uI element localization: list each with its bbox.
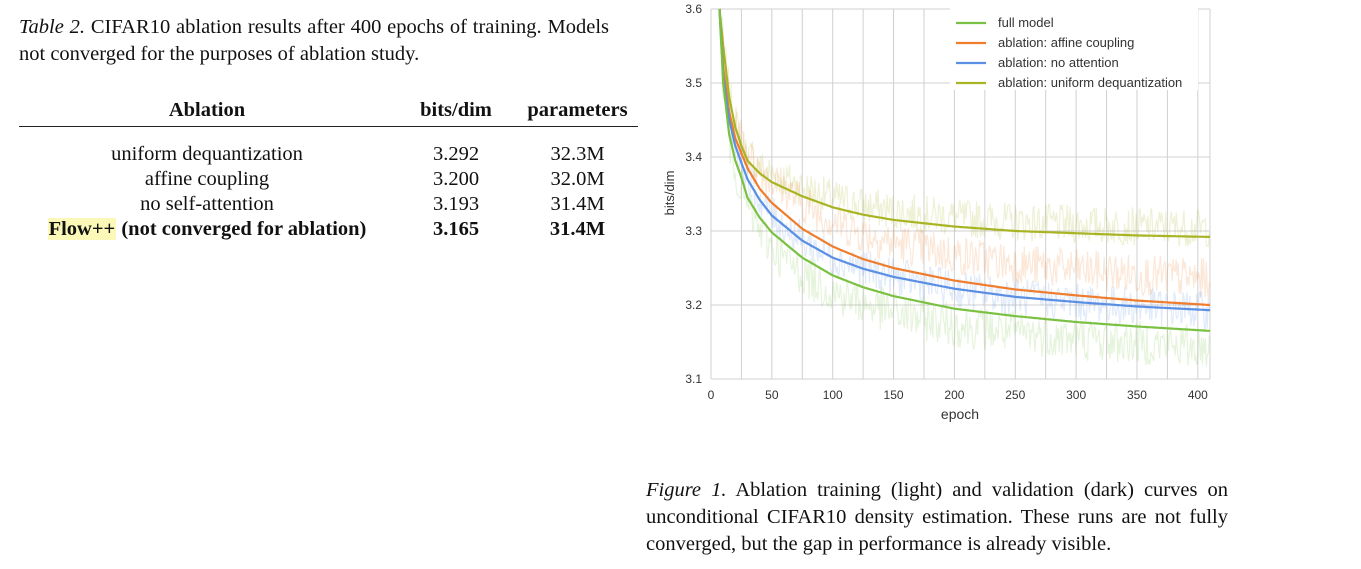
row-bits: 3.165 <box>432 218 480 240</box>
row-params: 32.0M <box>550 168 605 190</box>
row-bits: 3.200 <box>432 168 480 190</box>
x-tick-label: 300 <box>1066 388 1086 402</box>
legend-label: ablation: no attention <box>998 55 1119 70</box>
table-row: no self-attention 3.193 31.4M <box>19 192 638 217</box>
y-tick-label: 3.1 <box>685 372 702 386</box>
tick-labels: 3.1 3.2 3.3 3.4 3.5 3.6 0 50 100 150 200 250 300 350 4… <box>685 2 1208 402</box>
table-row: uniform dequantization 3.292 32.3M <box>19 142 638 167</box>
row-params: 32.3M <box>550 143 605 165</box>
x-tick-label: 50 <box>765 388 779 402</box>
row-name: affine coupling <box>144 168 270 190</box>
flowpp-highlight: Flow++ <box>47 218 117 240</box>
row-params: 31.4M <box>550 193 605 215</box>
ablation-table: Ablation bits/dim parameters uniform deq… <box>19 95 638 242</box>
row-bits: 3.292 <box>432 143 480 165</box>
x-tick-label: 350 <box>1127 388 1147 402</box>
training-curve <box>718 8 1210 248</box>
table-header-row: Ablation bits/dim parameters <box>19 95 638 127</box>
table-caption-label: Table 2. <box>19 16 86 38</box>
y-tick-label: 3.2 <box>685 298 702 312</box>
row-bits: 3.193 <box>432 193 480 215</box>
training-curve <box>719 7 1210 299</box>
x-tick-label: 200 <box>944 388 964 402</box>
y-axis-label: bits/dim <box>662 171 677 216</box>
table-caption-text: CIFAR10 ablation results after 400 epoch… <box>19 16 609 65</box>
legend-label: full model <box>998 15 1054 30</box>
training-curve <box>718 8 1210 368</box>
x-tick-label: 400 <box>1188 388 1208 402</box>
table-row-flowpp: Flow++ (not converged for ablation) 3.16… <box>19 217 638 242</box>
validation-curve <box>718 8 1211 307</box>
validation-curves <box>718 8 1211 332</box>
chart-legend: full model ablation: affine coupling ablat… <box>950 8 1198 90</box>
y-tick-label: 3.6 <box>685 2 702 16</box>
x-tick-label: 0 <box>708 388 715 402</box>
row-params: 31.4M <box>549 218 606 240</box>
x-tick-label: 150 <box>884 388 904 402</box>
validation-curve <box>718 8 1210 238</box>
table-caption: Table 2. CIFAR10 ablation results after … <box>19 14 609 68</box>
y-tick-label: 3.4 <box>685 150 702 164</box>
training-curve <box>718 8 1210 331</box>
x-axis-label: epoch <box>941 406 979 422</box>
legend-background <box>950 8 1198 90</box>
row-name: Flow++ (not converged for ablation) <box>19 217 395 242</box>
table-spacer <box>19 127 638 143</box>
x-tick-label: 250 <box>1005 388 1025 402</box>
header-parameters: parameters <box>517 95 638 127</box>
validation-curve <box>718 8 1211 312</box>
figure-caption: Figure 1. Ablation training (light) and … <box>646 477 1228 558</box>
ablation-chart: 3.1 3.2 3.3 3.4 3.5 3.6 0 50 100 150 200 250 300 350 4… <box>662 2 1211 422</box>
training-curves <box>718 7 1210 368</box>
y-tick-label: 3.3 <box>685 224 702 238</box>
x-tick-label: 100 <box>823 388 843 402</box>
y-tick-label: 3.5 <box>685 76 702 90</box>
figure-caption-text: Ablation training (light) and validation… <box>646 479 1228 555</box>
figure-caption-label: Figure 1. <box>646 479 727 501</box>
row-name-rest: (not converged for ablation) <box>121 218 367 240</box>
row-name: no self-attention <box>140 193 274 215</box>
legend-label: ablation: uniform dequantization <box>998 75 1182 90</box>
validation-curve <box>718 8 1211 332</box>
row-name: uniform dequantization <box>111 143 303 165</box>
header-ablation: Ablation <box>19 95 395 127</box>
legend-label: ablation: affine coupling <box>998 35 1134 50</box>
header-bits-dim: bits/dim <box>395 95 517 127</box>
table-row: affine coupling 3.200 32.0M <box>19 167 638 192</box>
